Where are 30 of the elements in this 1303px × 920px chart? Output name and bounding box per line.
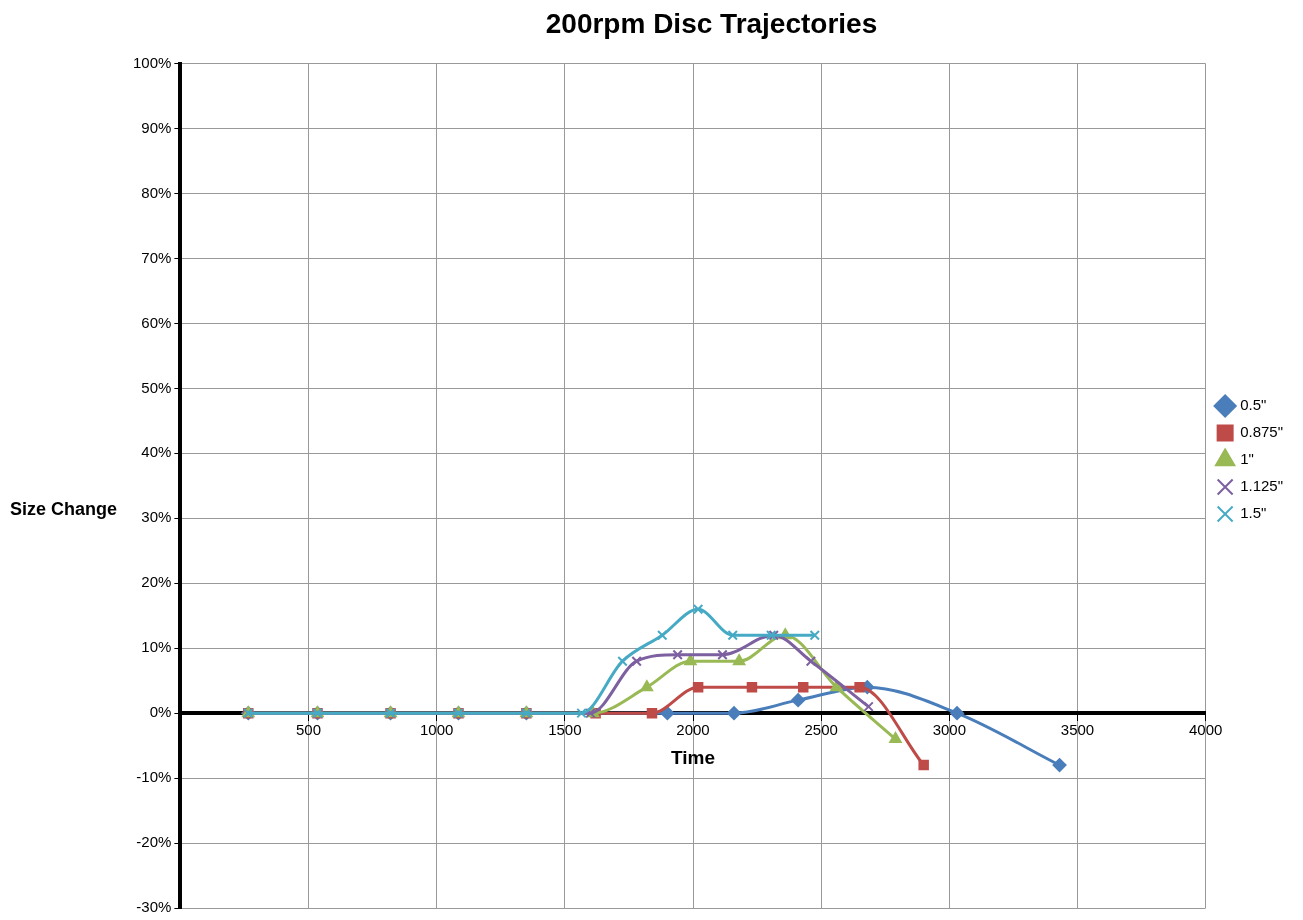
y-tick-label: 40%: [141, 443, 172, 461]
y-tick-label: 60%: [141, 313, 172, 331]
y-tick-label: 80%: [141, 183, 172, 201]
x-tick-label: 3000: [932, 721, 967, 739]
y-tick-label: 20%: [141, 573, 172, 591]
y-tick-label: 0%: [149, 703, 172, 721]
x-axis-title: Time: [670, 746, 716, 768]
y-tick-label: 50%: [141, 378, 172, 396]
x-tick-label: 3500: [1060, 721, 1095, 739]
legend-label: 0.5": [1240, 396, 1267, 414]
legend-label: 1.5": [1240, 504, 1267, 522]
y-tick-label: -20%: [136, 833, 172, 851]
chart-title: 200rpm Disc Trajectories: [545, 7, 878, 39]
y-tick-label: -10%: [136, 768, 172, 786]
x-tick-label: 1500: [548, 721, 582, 739]
y-axis-title: Size Change: [10, 498, 118, 519]
legend-label: 0.875": [1240, 423, 1284, 441]
legend-label: 1": [1240, 450, 1254, 468]
x-tick-label: 1000: [420, 721, 454, 739]
x-tick-label: 500: [296, 721, 322, 739]
x-tick-label: 2500: [804, 721, 838, 739]
x-tick-label: 4000: [1188, 721, 1223, 739]
y-tick-label: -30%: [136, 898, 172, 916]
legend-label: 1.125": [1240, 477, 1284, 495]
x-tick-label: 2000: [676, 721, 710, 739]
y-tick-label: 70%: [141, 248, 172, 266]
y-tick-label: 10%: [141, 638, 172, 656]
y-tick-label: 100%: [132, 53, 172, 71]
y-tick-label: 30%: [141, 508, 172, 526]
y-tick-label: 90%: [141, 118, 172, 136]
